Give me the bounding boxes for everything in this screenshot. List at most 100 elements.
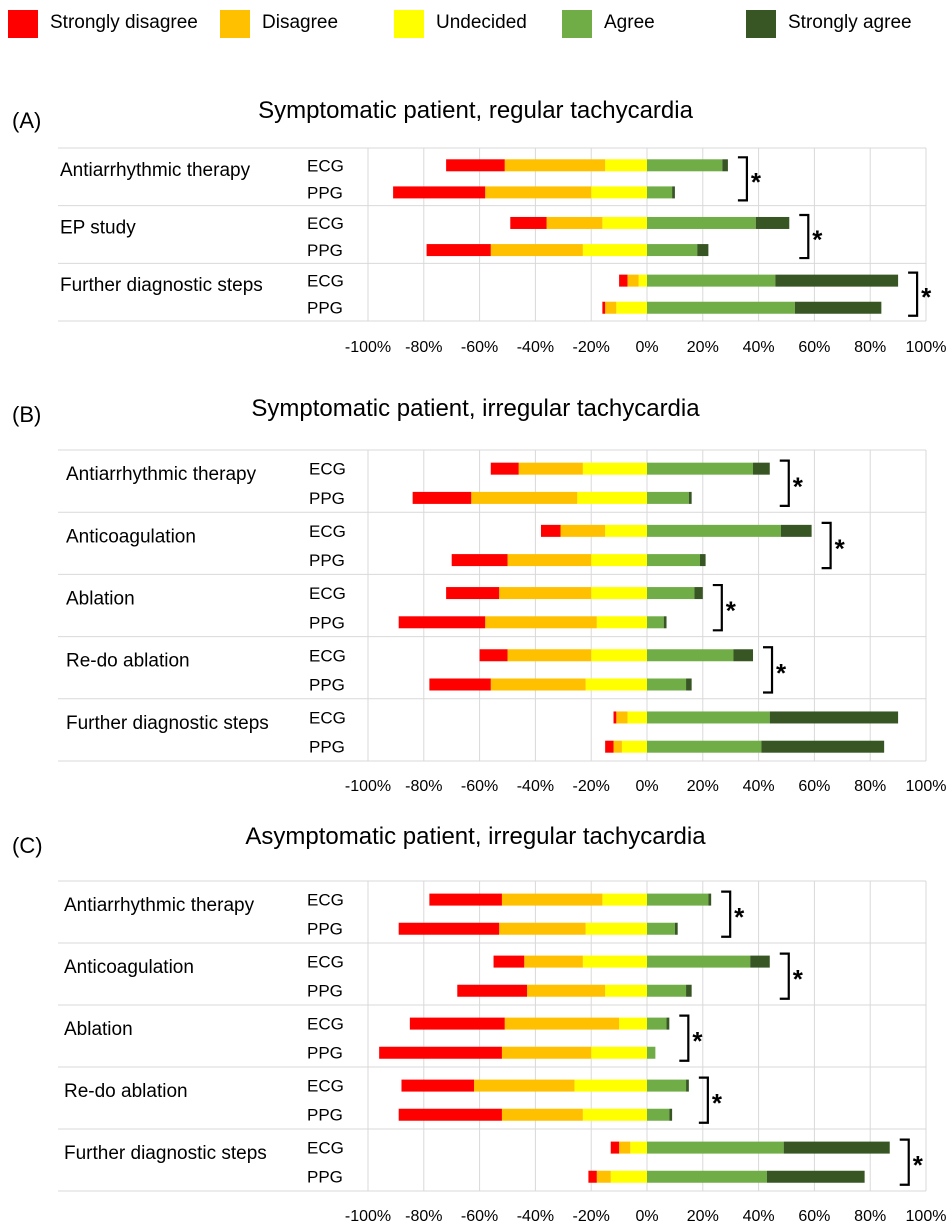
x-tick-label: 40% [743, 339, 775, 356]
bar-segment [647, 955, 751, 968]
x-tick-label: 0% [635, 778, 658, 795]
bar-segment [630, 1141, 647, 1154]
bar-segment [379, 1046, 502, 1059]
bar-segment [429, 678, 491, 691]
bar-segment [596, 1170, 611, 1183]
bar-segment [627, 274, 639, 287]
bar-segment [499, 587, 592, 600]
bar-segment [582, 1108, 647, 1121]
row-label-ecg: ECG [309, 522, 346, 541]
bar-segment [501, 1046, 592, 1059]
row-label-ecg: ECG [307, 1139, 344, 1158]
bar-segment [638, 274, 647, 287]
bar-segment [663, 616, 667, 629]
bar-segment [783, 1141, 890, 1154]
x-tick-label: 60% [798, 339, 830, 356]
significance-star: * [793, 471, 804, 501]
significance-bracket [763, 646, 774, 694]
bar-segment [471, 491, 578, 504]
legend: Strongly disagree Disagree Undecided Agr… [0, 0, 951, 48]
x-tick-label: -40% [517, 1208, 554, 1224]
bar-segment [619, 1017, 647, 1030]
x-tick-label: 20% [687, 339, 719, 356]
significance-bracket [821, 521, 832, 570]
bar-segment [605, 984, 647, 997]
bar-segment [780, 524, 812, 537]
bar-segment [582, 244, 647, 257]
legend-label: Strongly disagree [50, 12, 198, 33]
bar-segment [669, 1108, 673, 1121]
bar-segment [688, 491, 692, 504]
legend-swatch [220, 10, 250, 38]
bar-segment [591, 587, 647, 600]
bar-segment [446, 159, 505, 172]
row-label-ppg: PPG [309, 551, 345, 570]
category-label: Antiarrhythmic therapy [60, 160, 251, 181]
significance-bracket [908, 271, 919, 317]
x-tick-label: -80% [405, 778, 442, 795]
row-label-ecg: ECG [307, 1077, 344, 1096]
x-tick-label: -60% [461, 1208, 498, 1224]
bar-segment [647, 1046, 656, 1059]
bar-segment [647, 922, 675, 935]
row-label-ecg: ECG [309, 646, 346, 665]
bar-segment [412, 491, 472, 504]
significance-star: * [712, 1088, 723, 1118]
significance-star: * [921, 282, 932, 312]
x-tick-label: 20% [687, 778, 719, 795]
bar-segment [647, 649, 734, 662]
bar-segment [647, 1108, 670, 1121]
x-tick-label: -80% [405, 339, 442, 356]
bar-segment [602, 301, 606, 314]
x-tick-label: 0% [635, 339, 658, 356]
bar-segment [499, 922, 586, 935]
bar-segment [647, 1017, 667, 1030]
panel-c-title: Asymptomatic patient, irregular tachycar… [245, 823, 706, 850]
bar-segment [426, 244, 491, 257]
bar-segment [451, 554, 508, 567]
significance-star: * [913, 1150, 924, 1180]
significance-bracket [799, 213, 810, 260]
category-label: Anticoagulation [66, 526, 196, 547]
bar-segment [510, 216, 547, 229]
bar-segment [546, 216, 603, 229]
row-label-ecg: ECG [307, 156, 344, 175]
panel-a-title: Symptomatic patient, regular tachycardia [258, 97, 693, 124]
significance-bracket [737, 156, 749, 202]
bar-segment [722, 159, 728, 172]
bar-segment [602, 216, 647, 229]
row-label-ecg: ECG [307, 953, 344, 972]
bar-segment [647, 274, 776, 287]
bar-segment [647, 711, 770, 724]
bar-segment [602, 893, 647, 906]
bar-segment [605, 159, 647, 172]
bar-segment [647, 893, 709, 906]
category-label: Further diagnostic steps [66, 713, 269, 734]
row-label-ppg: PPG [309, 675, 345, 694]
bar-segment [647, 159, 723, 172]
bar-segment [647, 491, 689, 504]
bar-segment [493, 955, 525, 968]
bar-segment [540, 524, 561, 537]
bar-segment [672, 186, 675, 199]
bar-segment [479, 649, 508, 662]
bar-segment [666, 1017, 670, 1030]
bar-segment [485, 616, 597, 629]
x-tick-label: 60% [798, 1208, 830, 1224]
significance-bracket [779, 459, 790, 507]
bar-segment [504, 1017, 620, 1030]
bar-segment [591, 554, 647, 567]
bar-segment [627, 711, 647, 724]
bar-segment [504, 159, 606, 172]
x-tick-label: 80% [854, 339, 886, 356]
x-tick-label: 40% [743, 778, 775, 795]
bar-segment [409, 1017, 505, 1030]
significance-star: * [835, 533, 846, 563]
bar-segment [647, 186, 673, 199]
x-tick-label: 20% [687, 1208, 719, 1224]
bar-segment [457, 984, 528, 997]
bar-segment [591, 1046, 647, 1059]
x-tick-label: -20% [573, 1208, 610, 1224]
category-label: Re-do ablation [64, 1081, 188, 1102]
